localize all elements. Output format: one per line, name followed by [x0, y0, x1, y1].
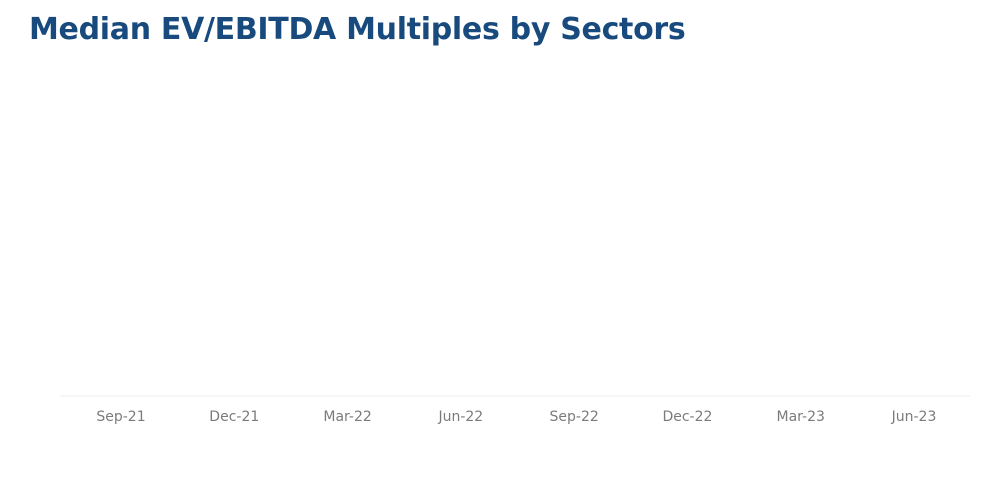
x-tick-label: Mar-22	[323, 409, 371, 425]
x-tick-label: Mar-23	[777, 409, 825, 425]
x-tick-label: Sep-21	[96, 409, 145, 425]
x-tick-label: Jun-22	[437, 409, 483, 425]
x-tick-label: Jun-23	[891, 409, 937, 425]
x-tick-label: Dec-22	[662, 409, 712, 425]
x-axis-ticks: Sep-21 Dec-21 Mar-22 Jun-22 Sep-22 Dec-22 Mar-…	[96, 409, 936, 425]
x-tick-label: Dec-21	[209, 409, 259, 425]
chart-title: Median EV/EBITDA Multiples by Sectors	[29, 12, 686, 47]
x-tick-label: Sep-22	[550, 409, 599, 425]
